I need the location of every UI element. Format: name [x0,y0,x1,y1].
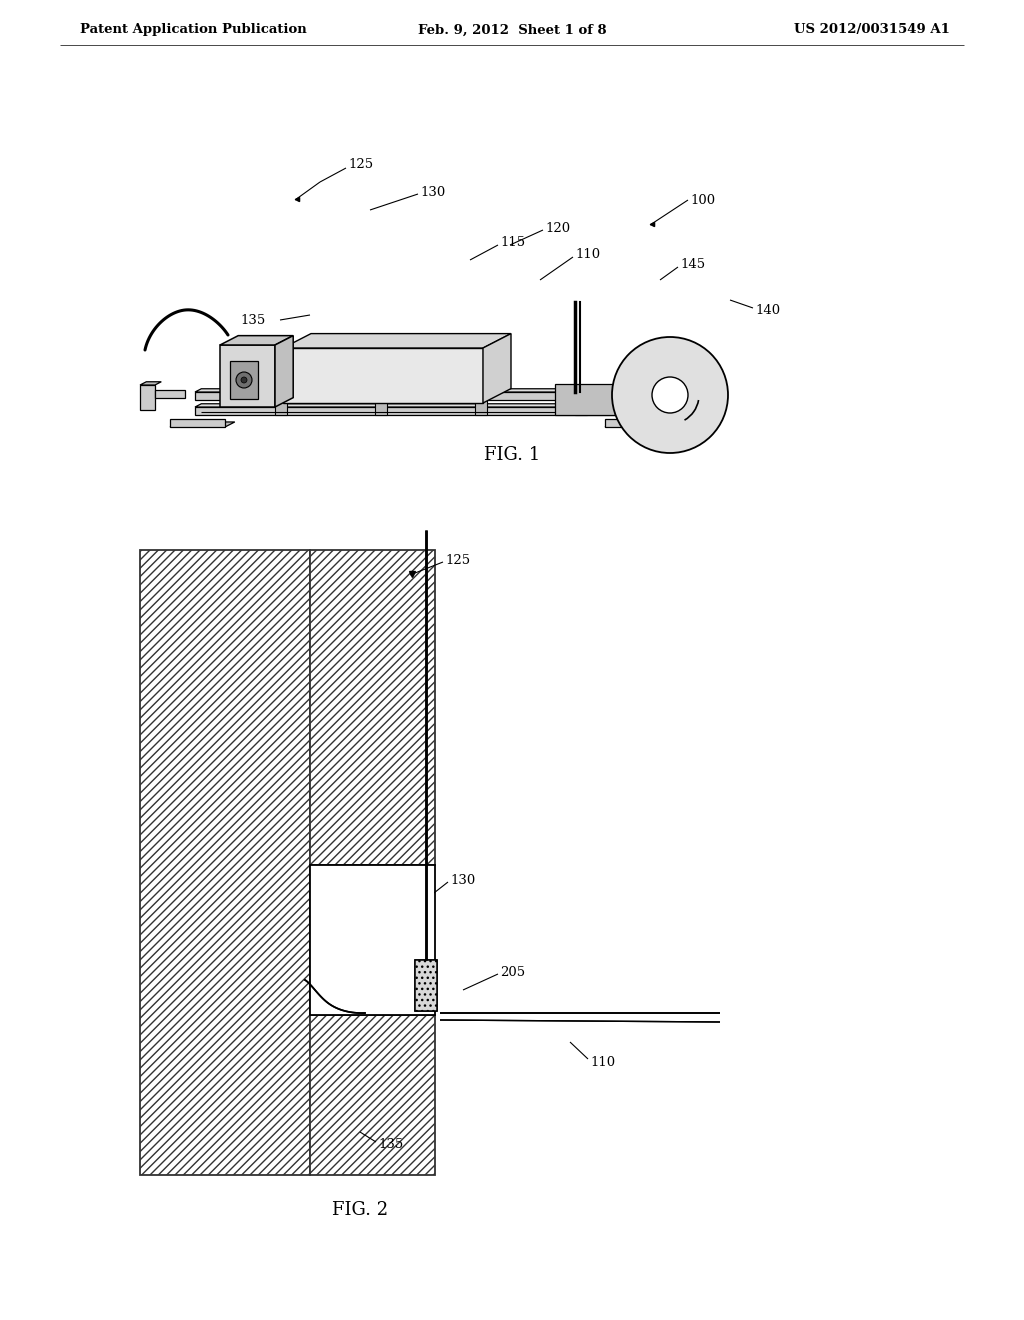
Polygon shape [415,960,437,1011]
Polygon shape [310,865,435,1015]
Text: 115: 115 [500,235,525,248]
Text: 135: 135 [240,314,265,326]
Polygon shape [140,385,155,411]
Polygon shape [220,335,293,345]
Text: 100: 100 [690,194,715,206]
Text: 130: 130 [450,874,475,887]
Polygon shape [230,360,258,399]
Polygon shape [275,335,293,407]
Polygon shape [310,550,435,865]
Polygon shape [195,407,615,414]
Polygon shape [605,418,650,426]
Polygon shape [140,550,310,1175]
Polygon shape [483,334,511,403]
Text: 120: 120 [545,222,570,235]
Polygon shape [155,389,185,399]
Text: 125: 125 [348,158,373,172]
Text: 145: 145 [680,259,706,272]
Polygon shape [375,392,387,414]
Text: 110: 110 [575,248,600,261]
Circle shape [236,372,252,388]
Polygon shape [475,392,487,414]
Text: 130: 130 [420,186,445,198]
Polygon shape [310,1015,435,1175]
Polygon shape [555,384,615,414]
Text: 110: 110 [590,1056,615,1068]
Text: 140: 140 [755,304,780,317]
Polygon shape [170,422,234,426]
Text: 205: 205 [500,965,525,978]
Text: FIG. 2: FIG. 2 [332,1201,388,1218]
Text: US 2012/0031549 A1: US 2012/0031549 A1 [795,24,950,37]
Polygon shape [220,345,275,407]
Circle shape [241,378,247,383]
Text: 135: 135 [378,1138,403,1151]
Polygon shape [415,960,437,1011]
Polygon shape [283,334,511,348]
Polygon shape [575,392,587,414]
Text: FIG. 1: FIG. 1 [484,446,540,465]
Polygon shape [170,418,225,426]
Polygon shape [283,348,483,403]
Circle shape [612,337,728,453]
Text: 125: 125 [445,553,470,566]
Polygon shape [275,392,287,414]
Polygon shape [195,404,622,407]
Polygon shape [195,392,615,400]
Text: Feb. 9, 2012  Sheet 1 of 8: Feb. 9, 2012 Sheet 1 of 8 [418,24,606,37]
Polygon shape [140,381,162,385]
Text: Patent Application Publication: Patent Application Publication [80,24,307,37]
Polygon shape [605,422,659,426]
Circle shape [652,378,688,413]
Polygon shape [311,866,434,1014]
Polygon shape [195,389,622,392]
